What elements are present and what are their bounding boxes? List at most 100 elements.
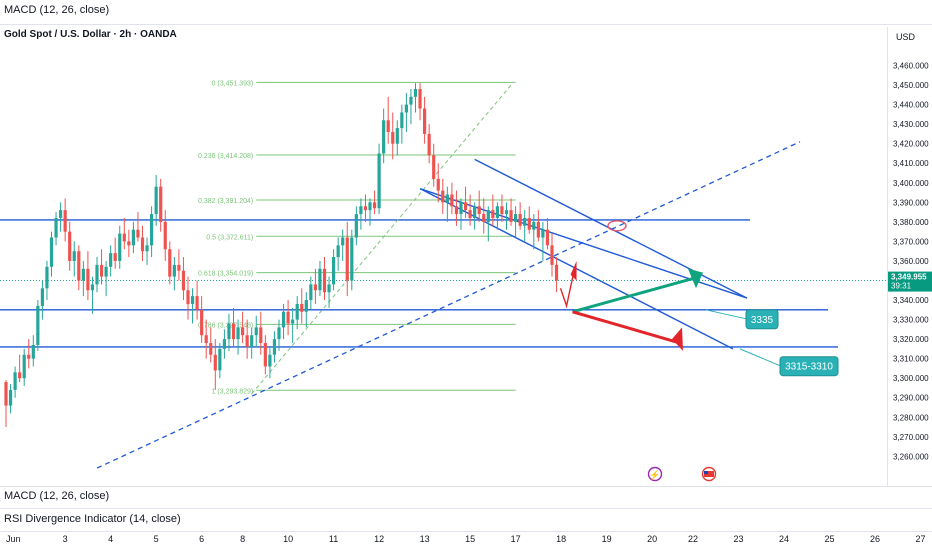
candle-body[interactable] — [13, 372, 17, 390]
candle-body[interactable] — [518, 214, 522, 226]
candle-body[interactable] — [218, 348, 222, 371]
candle-body[interactable] — [473, 206, 477, 218]
candle-body[interactable] — [154, 186, 158, 215]
candle-body[interactable] — [49, 237, 54, 267]
candle-body[interactable] — [36, 305, 40, 345]
candle-body[interactable] — [131, 229, 135, 246]
candle-body[interactable] — [400, 112, 404, 129]
current-price-tag[interactable] — [888, 271, 932, 292]
candle-body[interactable] — [27, 354, 31, 359]
candle-body[interactable] — [163, 221, 167, 250]
price-callout[interactable] — [745, 309, 779, 330]
candle-body[interactable] — [77, 251, 81, 281]
candle-body[interactable] — [200, 309, 204, 336]
price-callout[interactable] — [779, 356, 839, 377]
candle-body[interactable] — [332, 257, 336, 285]
candle-body[interactable] — [304, 300, 308, 312]
candle-body[interactable] — [395, 128, 399, 144]
candle-body[interactable] — [168, 249, 172, 277]
candle-body[interactable] — [213, 354, 217, 371]
candle-body[interactable] — [245, 335, 249, 347]
candle-body[interactable] — [545, 229, 550, 246]
candle-body[interactable] — [532, 221, 536, 230]
candle-body[interactable] — [63, 210, 67, 232]
candle-body[interactable] — [327, 284, 331, 293]
candle-body[interactable] — [186, 290, 190, 304]
candle-body[interactable] — [386, 120, 390, 132]
candle-body[interactable] — [350, 237, 354, 281]
candle-body[interactable] — [372, 202, 377, 209]
candle-body[interactable] — [241, 327, 245, 336]
candle-body[interactable] — [441, 190, 445, 203]
candle-body[interactable] — [468, 210, 472, 218]
candle-body[interactable] — [254, 327, 258, 336]
candle-body[interactable] — [309, 284, 313, 301]
candle-body[interactable] — [145, 245, 149, 252]
candle-body[interactable] — [172, 264, 176, 277]
candle-body[interactable] — [341, 237, 345, 246]
candle-body[interactable] — [18, 372, 22, 379]
candle-body[interactable] — [177, 264, 181, 271]
candle-body[interactable] — [159, 186, 163, 222]
candle-body[interactable] — [459, 202, 463, 215]
candle-body[interactable] — [359, 206, 363, 215]
candle-body[interactable] — [140, 237, 145, 252]
candle-body[interactable] — [90, 284, 95, 291]
candle-body[interactable] — [204, 335, 208, 344]
bottom-macd-label[interactable]: MACD (12, 26, close) — [4, 490, 110, 502]
candle-body[interactable] — [382, 120, 386, 154]
candle-body[interactable] — [291, 319, 295, 324]
candle-body[interactable] — [190, 296, 195, 304]
candle-body[interactable] — [336, 245, 340, 258]
candle-body[interactable] — [550, 245, 554, 265]
candle-body[interactable] — [300, 303, 304, 312]
rsi-label[interactable]: RSI Divergence Indicator (14, close) — [4, 513, 181, 525]
candle-body[interactable] — [86, 268, 90, 291]
candle-body[interactable] — [514, 214, 518, 222]
candle-body[interactable] — [181, 270, 186, 291]
candle-body[interactable] — [495, 206, 499, 218]
candle-body[interactable] — [482, 214, 486, 222]
candle-body[interactable] — [81, 268, 85, 281]
candle-body[interactable] — [118, 233, 122, 261]
candle-body[interactable] — [104, 266, 108, 277]
candle-body[interactable] — [363, 206, 368, 211]
candle-body[interactable] — [209, 343, 213, 355]
candle-body[interactable] — [127, 241, 131, 246]
candle-body[interactable] — [477, 206, 481, 215]
candle-body[interactable] — [450, 194, 454, 207]
dashed-trendline[interactable] — [96, 141, 801, 469]
candle-body[interactable] — [377, 153, 381, 209]
candle-body[interactable] — [504, 210, 509, 215]
candle-body[interactable] — [231, 323, 236, 340]
candle-body[interactable] — [427, 133, 431, 156]
candle-body[interactable] — [54, 217, 58, 238]
candle-body[interactable] — [313, 284, 317, 291]
candle-body[interactable] — [59, 210, 63, 218]
candle-body[interactable] — [236, 327, 240, 340]
candle-body[interactable] — [272, 339, 277, 355]
candle-body[interactable] — [286, 311, 290, 324]
candle-body[interactable] — [318, 268, 322, 291]
candle-body[interactable] — [418, 88, 422, 109]
candle-body[interactable] — [500, 206, 504, 215]
candle-body[interactable] — [486, 210, 490, 222]
candle-body[interactable] — [354, 214, 358, 238]
candle-body[interactable] — [22, 354, 26, 379]
candle-body[interactable] — [445, 194, 449, 203]
candle-body[interactable] — [45, 266, 49, 289]
candle-body[interactable] — [122, 233, 126, 242]
candle-body[interactable] — [322, 268, 327, 293]
candle-body[interactable] — [404, 104, 408, 113]
candle-body[interactable] — [8, 389, 13, 406]
candle-body[interactable] — [423, 108, 427, 134]
candle-body[interactable] — [345, 237, 349, 281]
candle-body[interactable] — [463, 202, 468, 211]
candle-body[interactable] — [277, 327, 281, 340]
candle-body[interactable] — [227, 323, 231, 340]
candle-body[interactable] — [368, 202, 372, 211]
candle-body[interactable] — [195, 296, 199, 310]
pane-divider-macd[interactable] — [0, 486, 932, 487]
candle-body[interactable] — [259, 327, 263, 344]
candle-body[interactable] — [68, 231, 72, 261]
